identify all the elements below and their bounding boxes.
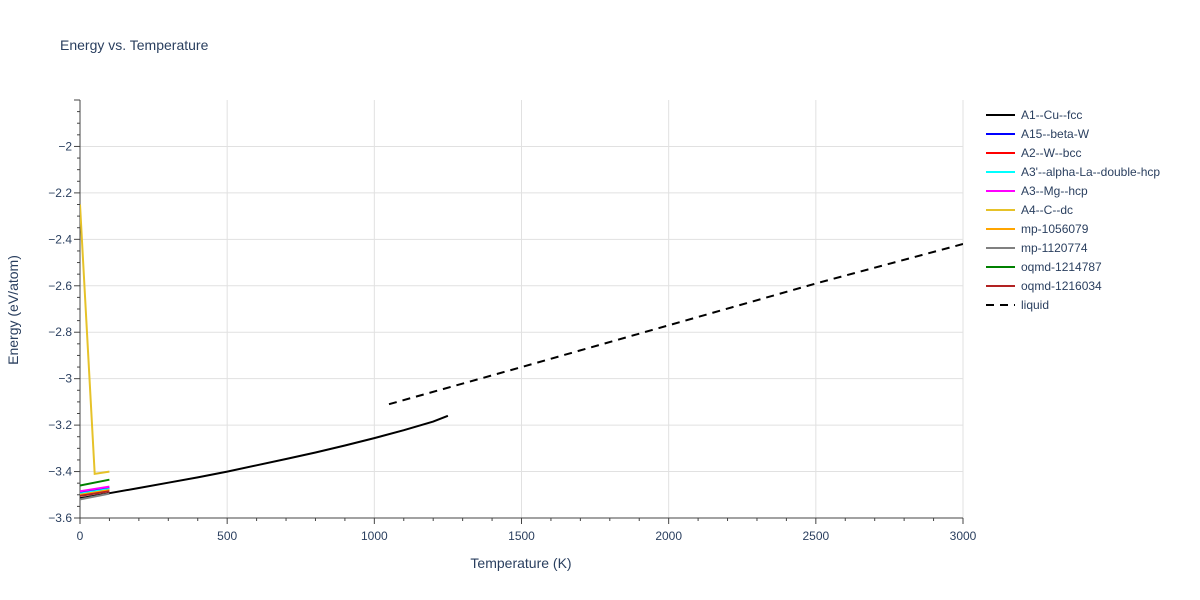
- legend-label: A4--C--dc: [1021, 203, 1073, 217]
- series-line-a4-c-dc: [80, 204, 110, 476]
- legend-label: A3'--alpha-La--double-hcp: [1021, 165, 1160, 179]
- legend-label: A3--Mg--hcp: [1021, 184, 1088, 198]
- y-tick-label: −2.4: [48, 232, 72, 246]
- y-tick-label: −2: [58, 139, 72, 153]
- x-tick-label: 1500: [508, 529, 535, 543]
- series-line-a15-beta-w: [80, 486, 110, 494]
- plot-area: [80, 204, 963, 501]
- legend: A1--Cu--fcc A15--beta-W A2--W--bcc A3'--alp…: [986, 108, 1160, 312]
- legend-label: A2--W--bcc: [1021, 146, 1081, 160]
- y-tick-label: −2.2: [48, 186, 72, 200]
- x-tick-label: 2000: [655, 529, 682, 543]
- series-line-liquid: [388, 243, 963, 406]
- axes: [74, 99, 964, 524]
- legend-label: A15--beta-W: [1021, 127, 1090, 141]
- gridlines: [80, 100, 964, 519]
- y-tick-label: −2.8: [48, 325, 72, 339]
- legend-label: oqmd-1214787: [1021, 260, 1102, 274]
- series-line-mp-1120774: [80, 492, 110, 501]
- series-line-oqmd-1214787: [80, 478, 110, 487]
- y-axis-ticks: −3.6 −3.4 −3.2 −3 −2.8 −2.6 −2.4 −2.2 −2: [48, 139, 72, 525]
- series-line-mp-1056079: [80, 489, 110, 496]
- x-tick-label: 500: [217, 529, 237, 543]
- y-tick-label: −3.4: [48, 465, 72, 479]
- series-line-a3-alpha-la-double-hcp: [80, 488, 110, 495]
- legend-label: A1--Cu--fcc: [1021, 108, 1082, 122]
- legend-label: mp-1056079: [1021, 222, 1089, 236]
- series-line-a3-mg-hcp: [80, 485, 110, 493]
- x-axis-title: Temperature (K): [470, 555, 571, 571]
- x-tick-label: 1000: [361, 529, 388, 543]
- chart-title: Energy vs. Temperature: [60, 37, 209, 53]
- x-tick-label: 2500: [802, 529, 829, 543]
- series-line-oqmd-1216034: [80, 490, 110, 497]
- y-tick-label: −3.2: [48, 418, 72, 432]
- series-line-a1-cu-fcc: [80, 414, 449, 500]
- y-tick-label: −2.6: [48, 279, 72, 293]
- y-tick-label: −3.6: [48, 511, 72, 525]
- legend-label: oqmd-1216034: [1021, 279, 1102, 293]
- y-tick-label: −3: [58, 372, 72, 386]
- legend-label: mp-1120774: [1021, 241, 1088, 255]
- legend-label: liquid: [1021, 298, 1049, 312]
- x-tick-label: 0: [77, 529, 84, 543]
- x-axis-ticks: 0 500 1000 1500 2000 2500 3000: [77, 529, 977, 543]
- y-axis-title: Energy (eV/atom): [5, 255, 21, 365]
- x-tick-label: 3000: [950, 529, 977, 543]
